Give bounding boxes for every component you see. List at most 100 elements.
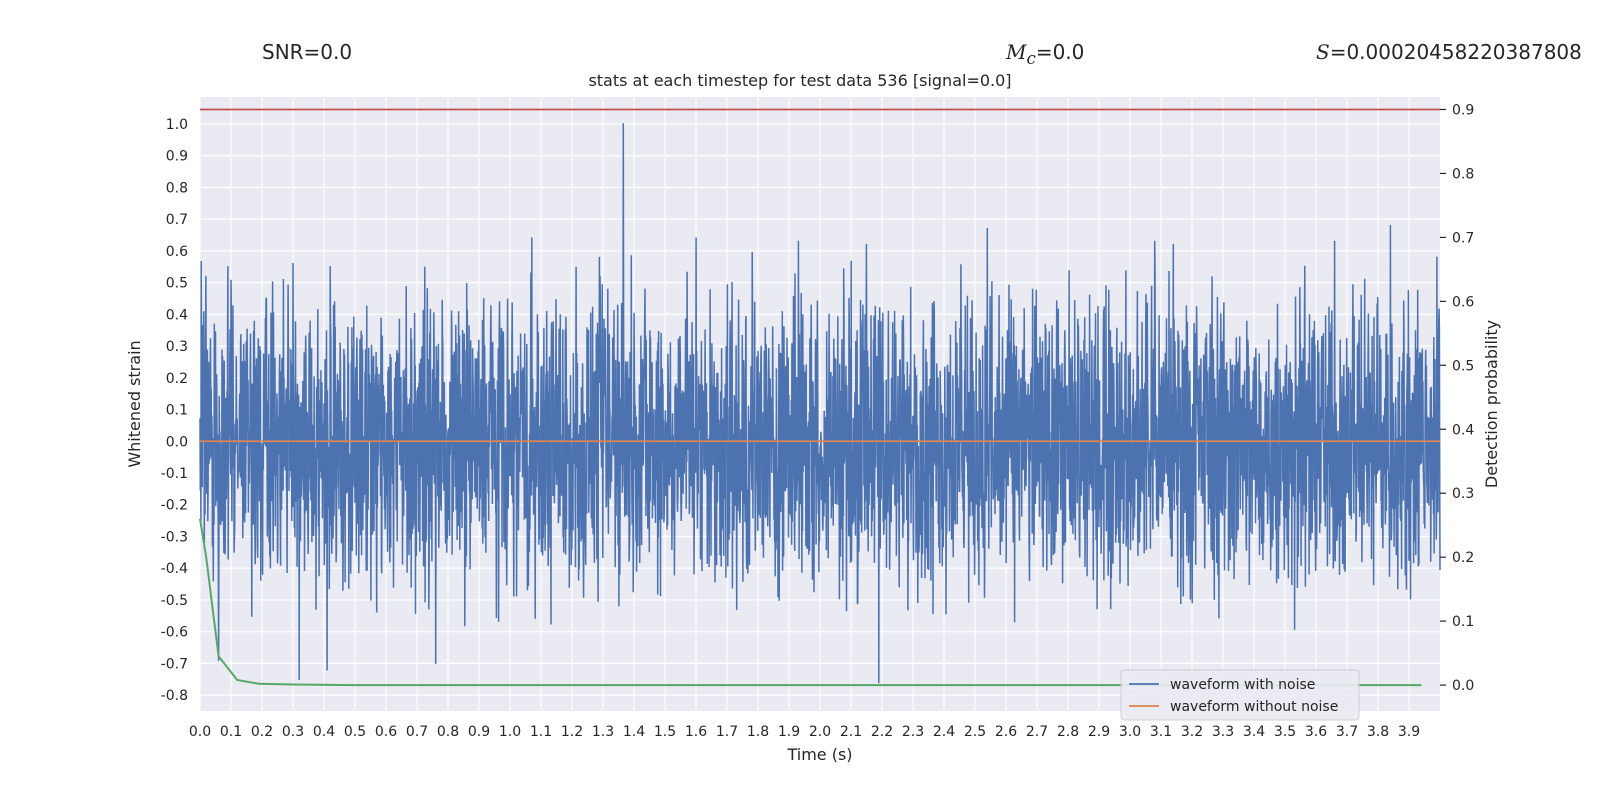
x-tick-label: 0.0 [189,724,211,740]
noisy-waveform-peak [298,678,301,681]
y2-tick-label: 0.9 [1452,102,1474,118]
y-tick-label: 0.4 [166,307,188,323]
y2-tick-label: 0.2 [1452,550,1474,566]
chirp-mass-symbol: M [1006,40,1027,64]
x-tick-label: 0.1 [220,724,242,740]
x-tick-label: 3.8 [1367,724,1389,740]
chirp-mass-subscript: c [1026,49,1036,68]
y2-tick-label: 0.5 [1452,358,1474,374]
x-tick-label: 3.7 [1336,724,1358,740]
x-tick-label: 0.7 [406,724,428,740]
y-tick-label: 0.0 [166,434,188,450]
noisy-waveform-peak [1172,243,1175,246]
noisy-waveform-peak [797,240,800,243]
x-tick-label: 1.1 [530,724,552,740]
y-tick-label: 0.8 [166,180,188,196]
noisy-waveform-peak [292,262,294,265]
legend-label: waveform without noise [1170,699,1338,715]
x-tick-label: 2.6 [995,724,1017,740]
x-tick-label: 3.4 [1243,724,1265,740]
x-tick-label: 3.6 [1305,724,1327,740]
x-tick-label: 3.0 [1119,724,1141,740]
y-tick-label: -0.1 [161,466,188,482]
y-tick-label: -0.7 [161,656,188,672]
x-tick-label: 2.4 [933,724,955,740]
y-tick-label: 0.1 [166,403,188,419]
y2-tick-label: 0.7 [1452,230,1474,246]
noisy-waveform-peak [695,237,697,240]
y-tick-label: 0.3 [166,339,188,355]
x-tick-label: 3.2 [1181,724,1203,740]
x-tick-label: 3.5 [1274,724,1296,740]
y2-axis-label: Detection probability [1482,320,1501,488]
y-tick-label: 0.5 [166,276,188,292]
y-tick-label: -0.8 [161,688,188,704]
noisy-waveform-peak [622,123,624,125]
x-tick-label: 1.6 [685,724,707,740]
y2-tick-label: 0.3 [1452,486,1474,502]
y-tick-label: -0.5 [161,593,188,609]
chart-title: stats at each timestep for test data 536… [588,71,1012,90]
y2-tick-label: 0.8 [1452,166,1474,182]
noisy-waveform-peak [1389,224,1392,227]
s-statistic-value: =0.00020458220387808 [1329,40,1582,64]
noisy-waveform-peak [1333,240,1336,243]
series-detection-probability [199,108,1440,687]
y2-tick-label: 0.1 [1452,614,1474,630]
x-tick-label: 3.1 [1150,724,1172,740]
x-tick-label: 0.9 [468,724,490,740]
noisy-waveform-peak [878,681,880,684]
x-tick-label: 2.8 [1057,724,1079,740]
noisy-waveform-peak [227,265,229,268]
x-tick-label: 1.5 [654,724,676,740]
snr-header: SNR=0.0 [262,40,353,64]
y-tick-label: 0.9 [166,149,188,165]
y-tick-label: 0.6 [166,244,188,260]
noisy-waveform-peak [217,659,220,662]
x-tick-label: 0.8 [437,724,459,740]
x-tick-label: 0.4 [313,724,335,740]
noisy-waveform-peak [434,662,437,665]
s-statistic-symbol: S [1316,40,1330,64]
x-tick-label: 2.7 [1026,724,1048,740]
legend-box [1120,669,1360,721]
x-tick-label: 0.2 [251,724,273,740]
s-statistic-header: S=0.00020458220387808 [1316,40,1582,64]
chirp-mass-value: =0.0 [1035,40,1085,64]
x-tick-label: 1.9 [778,724,800,740]
y-tick-label: -0.2 [161,498,188,514]
x-tick-label: 2.9 [1088,724,1110,740]
noisy-waveform-peak [865,243,868,246]
y2-tick-label: 0.4 [1452,422,1474,438]
y-axis-label: Whitened strain [125,340,144,467]
noisy-waveform-peak [530,237,533,240]
y-tick-label: 0.7 [166,212,188,228]
series-waveform-with-noise [199,123,1441,684]
noisy-waveform-peak [329,265,332,268]
x-tick-label: 1.4 [623,724,645,740]
x-tick-label: 0.6 [375,724,397,740]
axes: 0.0 0.1 0.2 0.3 0.4 0.5 0.6 0.7 0.8 0.9 1.0 1.1 1.2 1… [125,102,1501,764]
x-tick-label: 2.0 [809,724,831,740]
x-tick-label: 2.1 [840,724,862,740]
detection-probability-line [199,518,1422,687]
x-tick-label: 1.3 [592,724,614,740]
x-tick-label: 1.2 [561,724,583,740]
x-tick-label: 2.3 [902,724,924,740]
noisy-waveform-peak [986,227,989,230]
y-tick-label: 1.0 [166,117,188,133]
x-tick-label: 1.7 [716,724,738,740]
legend-label: waveform with noise [1170,677,1315,693]
y2-tick-label: 0.6 [1452,294,1474,310]
noisy-waveform-peak [1154,240,1156,243]
x-tick-label: 1.0 [499,724,521,740]
legend: waveform with noise waveform without nois… [1120,669,1360,721]
x-tick-label: 3.9 [1398,724,1420,740]
x-tick-label: 2.5 [964,724,986,740]
y-tick-label: 0.2 [166,371,188,387]
y-tick-label: -0.6 [161,625,188,641]
noisy-waveform-peak [326,668,328,671]
noisy-waveform-line [199,123,1441,683]
y2-tick-label: 0.0 [1452,678,1474,694]
